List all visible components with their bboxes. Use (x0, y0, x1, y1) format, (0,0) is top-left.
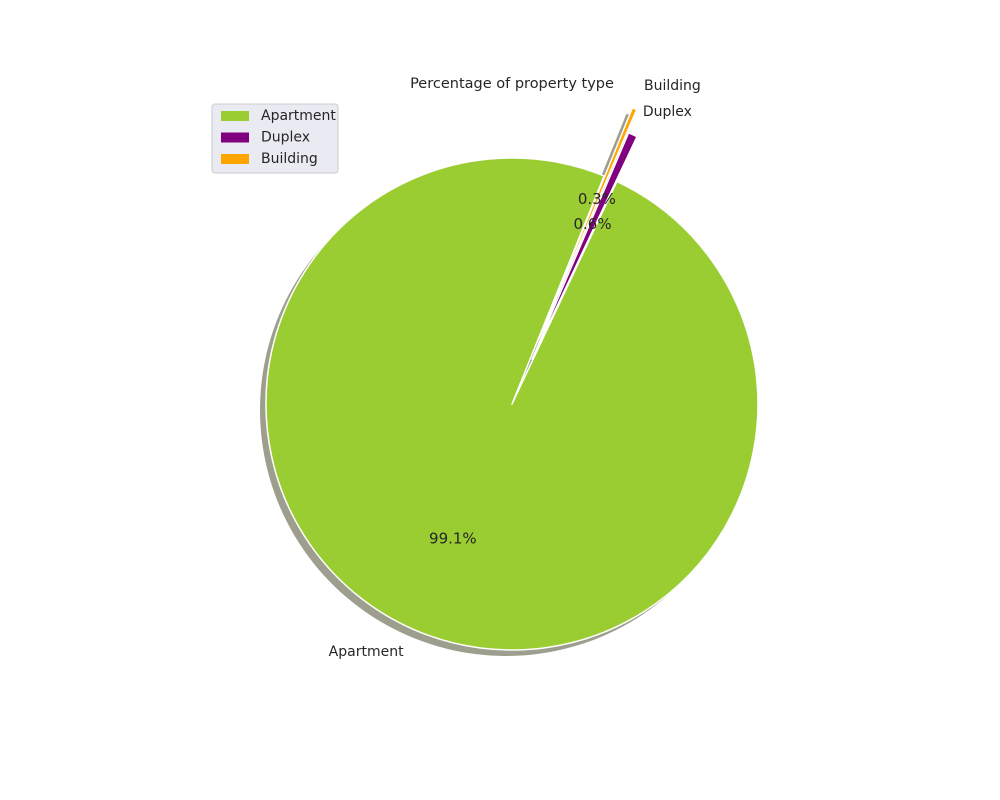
legend-label-apartment: Apartment (261, 108, 336, 124)
slice-label-apartment: Apartment (329, 644, 404, 660)
legend-swatch-apartment (221, 111, 249, 121)
legend-swatch-building (221, 154, 249, 164)
chart-title: Percentage of property type (410, 76, 614, 92)
pie-slice-apartment (265, 157, 759, 651)
legend-swatch-duplex (221, 132, 249, 143)
pie-slices (265, 107, 759, 651)
legend-label-duplex: Duplex (261, 130, 310, 146)
slice-percent-duplex: 0.6% (573, 215, 611, 233)
pie-slice-duplex (531, 132, 638, 360)
slice-percent-building: 0.3% (578, 190, 616, 208)
legend-label-building: Building (261, 151, 318, 167)
slice-label-building: Building (644, 78, 701, 94)
pie-slice-building (539, 107, 638, 337)
slice-percent-apartment: 99.1% (429, 530, 477, 548)
slice-label-duplex: Duplex (643, 104, 692, 120)
pie-labels: Apartment 99.1% Duplex 0.6% Building 0.3% (329, 78, 701, 660)
legend: Apartment Duplex Building (211, 103, 339, 174)
